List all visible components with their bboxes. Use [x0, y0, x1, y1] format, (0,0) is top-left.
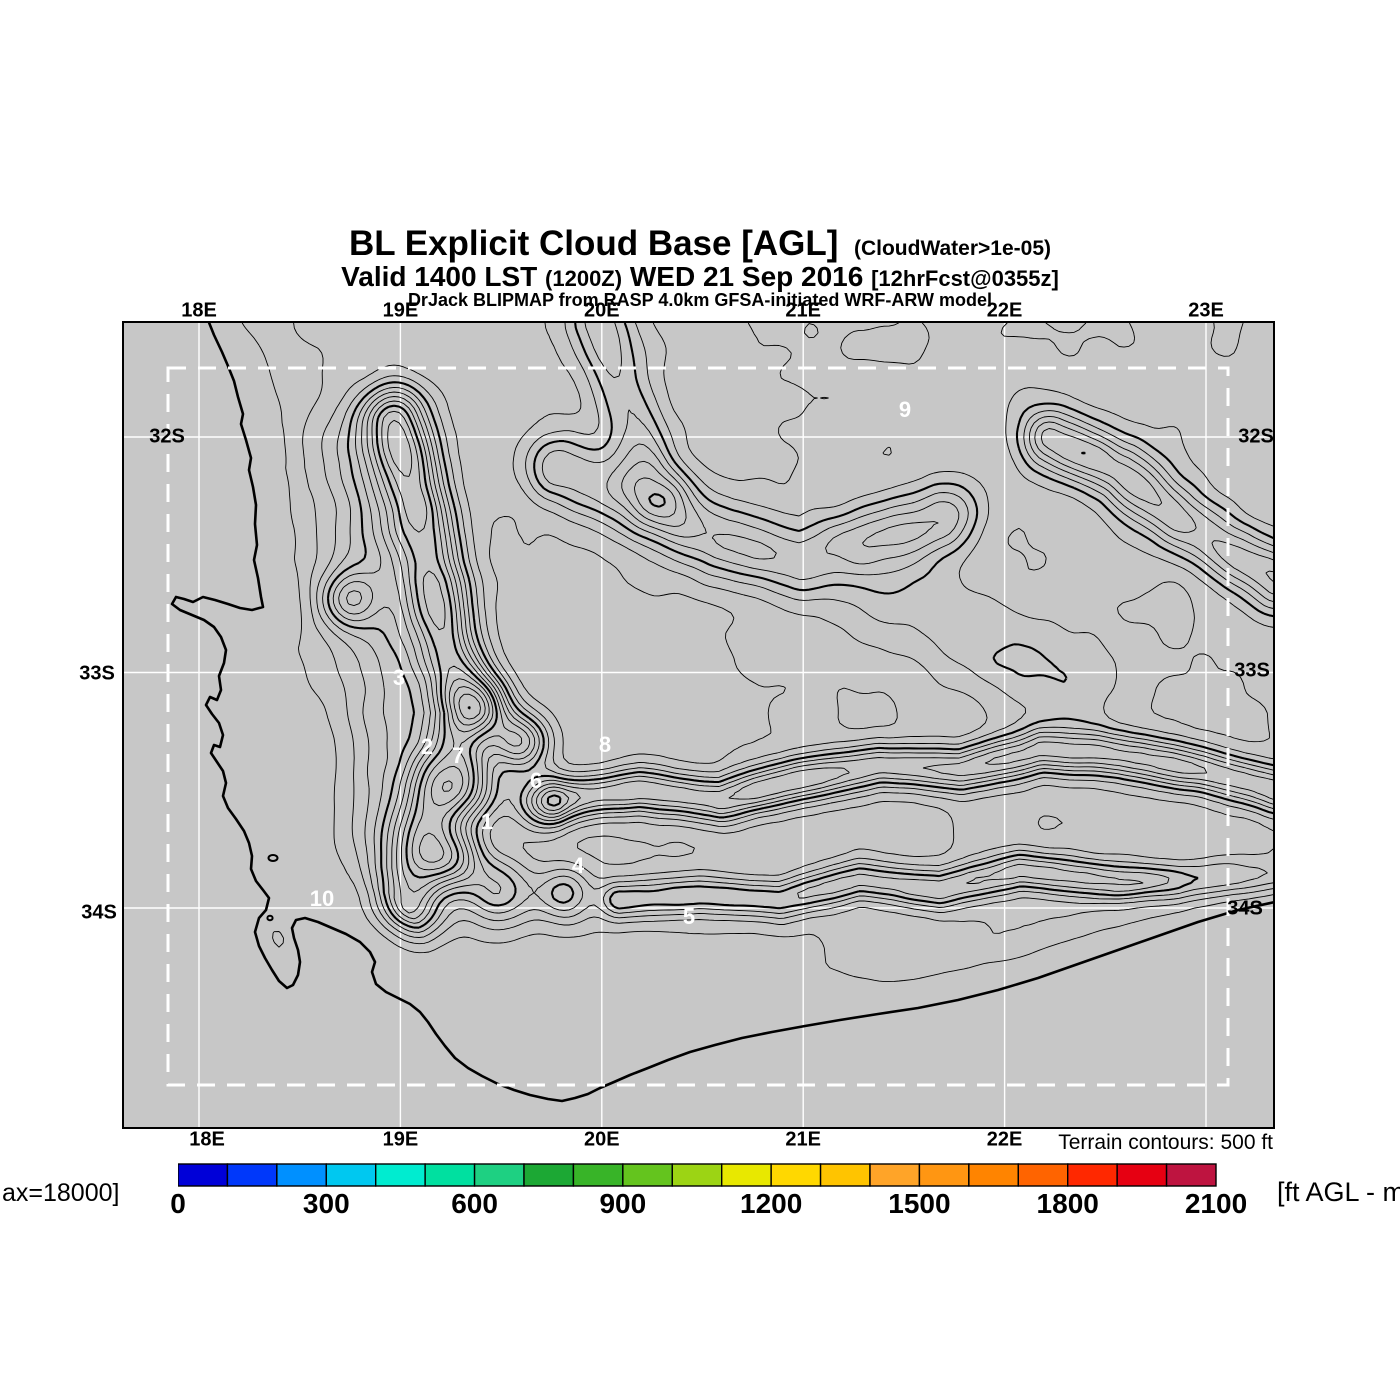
bottom-lon-label-19E: 19E	[382, 1128, 419, 1151]
site-number-2: 2	[420, 734, 434, 759]
scale-tick-600: 600	[451, 1188, 498, 1219]
top-lon-label-23E: 23E	[1188, 299, 1224, 322]
site-number-7: 7	[451, 743, 465, 768]
color-segment-7	[523, 1163, 575, 1187]
color-segment-9	[622, 1163, 673, 1187]
scale-tick-900: 900	[599, 1188, 647, 1219]
color-segment-6	[473, 1163, 525, 1187]
bottom-lon-label-20E: 20E	[584, 1128, 620, 1151]
terrain-contour-map	[124, 323, 1273, 1127]
color-segment-13	[819, 1163, 871, 1187]
island-dassen	[267, 854, 279, 862]
color-segment-11	[721, 1163, 772, 1187]
color-segment-15	[918, 1163, 970, 1187]
site-number-8: 8	[598, 732, 612, 757]
left-lat-label-33S: 33S	[79, 662, 115, 685]
scale-tick-1200: 1200	[739, 1188, 803, 1219]
color-segment-14	[869, 1163, 921, 1187]
scale-tick-1500: 1500	[888, 1188, 951, 1219]
color-segment-19	[1116, 1163, 1168, 1187]
valid-zulu: (1200Z)	[545, 266, 623, 291]
color-segment-3	[325, 1163, 377, 1187]
domain-boundary-dashed	[166, 366, 1230, 1087]
valid-fcst: [12hrFcst@0355z]	[871, 266, 1059, 291]
scale-tick-0: 0	[170, 1188, 186, 1219]
cloudbase-color-scale	[178, 1163, 1217, 1187]
scale-tick-300: 300	[302, 1188, 350, 1219]
color-segment-4	[375, 1163, 426, 1187]
right-lat-label-32S: 32S	[1238, 425, 1274, 448]
color-segment-10	[671, 1163, 723, 1187]
site-number-5: 5	[682, 904, 696, 929]
title-qualifier-text: (CloudWater>1e-05)	[853, 237, 1051, 260]
site-number-9: 9	[898, 397, 912, 422]
scale-units-label: [ft AGL - m	[1277, 1177, 1400, 1207]
color-segment-12	[770, 1163, 822, 1187]
map-ocean-land-background	[124, 323, 1273, 1127]
island-robben	[266, 914, 274, 922]
color-segment-8	[572, 1163, 624, 1187]
color-segment-1	[226, 1163, 278, 1187]
site-number-4: 4	[571, 853, 585, 878]
top-lon-label-20E: 20E	[584, 299, 620, 322]
color-segment-0	[178, 1163, 229, 1187]
forecast-map: 1 2 3 4 5 6 7 8 9 10	[122, 321, 1275, 1129]
color-segment-5	[424, 1163, 476, 1187]
bottom-lon-label-21E: 21E	[785, 1128, 821, 1151]
scale-max-label: ax=18000]	[2, 1179, 120, 1207]
scale-tick-1800: 1800	[1036, 1188, 1099, 1219]
valid-date: WED 21 Sep 2016	[629, 261, 864, 292]
color-segment-17	[1017, 1163, 1069, 1187]
model-line: DrJack BLIPMAP from RASP 4.0km GFSA-init…	[407, 290, 993, 310]
terrain-contours-note: Terrain contours: 500 ft	[1058, 1131, 1273, 1154]
terrain-contours-thick	[326, 323, 1273, 929]
page-title: BL Explicit Cloud Base [AGL]	[349, 224, 839, 263]
site-number-1: 1	[480, 809, 494, 834]
left-lat-label-32S: 32S	[149, 425, 185, 448]
color-segment-2	[276, 1163, 327, 1187]
valid-prefix: Valid 1400 LST	[341, 261, 538, 292]
valid-time-line: Valid 1400 LST (1200Z) WED 21 Sep 2016 […	[0, 261, 1400, 293]
left-lat-label-34S: 34S	[81, 901, 117, 924]
bottom-lon-label-22E: 22E	[986, 1128, 1023, 1151]
site-number-10: 10	[309, 886, 335, 911]
top-lon-label-18E: 18E	[181, 299, 217, 322]
right-lat-label-34S: 34S	[1227, 897, 1263, 920]
terrain-contours-thin	[241, 323, 1273, 983]
right-lat-label-33S: 33S	[1234, 659, 1270, 682]
bottom-lon-label-18E: 18E	[189, 1128, 225, 1151]
coastline	[170, 323, 1273, 1103]
scale-tick-2100: 2100	[1184, 1188, 1248, 1219]
color-segment-18	[1067, 1163, 1118, 1187]
color-segment-20	[1165, 1163, 1217, 1187]
page-title-line: BL Explicit Cloud Base [AGL] (CloudWater…	[0, 224, 1400, 264]
top-lon-label-21E: 21E	[785, 299, 821, 322]
color-segment-16	[968, 1163, 1019, 1187]
top-lon-label-22E: 22E	[986, 299, 1023, 322]
site-number-6: 6	[529, 768, 543, 793]
top-lon-label-19E: 19E	[382, 299, 419, 322]
site-number-3: 3	[392, 665, 406, 690]
